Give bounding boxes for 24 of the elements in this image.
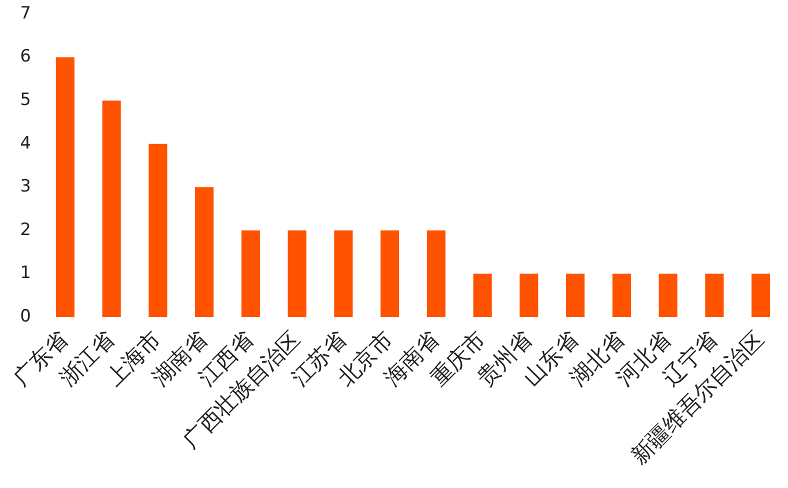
- bar: [705, 274, 724, 317]
- bar: [520, 274, 538, 317]
- bar: [658, 274, 678, 317]
- bar: [426, 230, 446, 317]
- bar: [334, 230, 353, 317]
- bar: [612, 274, 631, 317]
- bar: [566, 274, 585, 317]
- bar: [473, 274, 492, 317]
- y-tick-label: 4: [20, 133, 32, 154]
- y-tick-label: 2: [20, 220, 32, 240]
- bar: [241, 230, 260, 317]
- bar: [195, 187, 214, 317]
- y-tick-label: 0: [20, 306, 32, 326]
- bar: [752, 274, 770, 317]
- bar: [148, 144, 168, 317]
- bar: [56, 57, 74, 317]
- bar: [380, 230, 400, 317]
- bar: [288, 230, 306, 317]
- y-tick-label: 6: [20, 46, 32, 67]
- y-tick-label: 3: [20, 176, 32, 197]
- bar: [102, 100, 121, 317]
- y-tick-label: 7: [20, 3, 32, 24]
- y-tick-label: 5: [20, 90, 32, 110]
- y-tick-label: 1: [20, 263, 32, 284]
